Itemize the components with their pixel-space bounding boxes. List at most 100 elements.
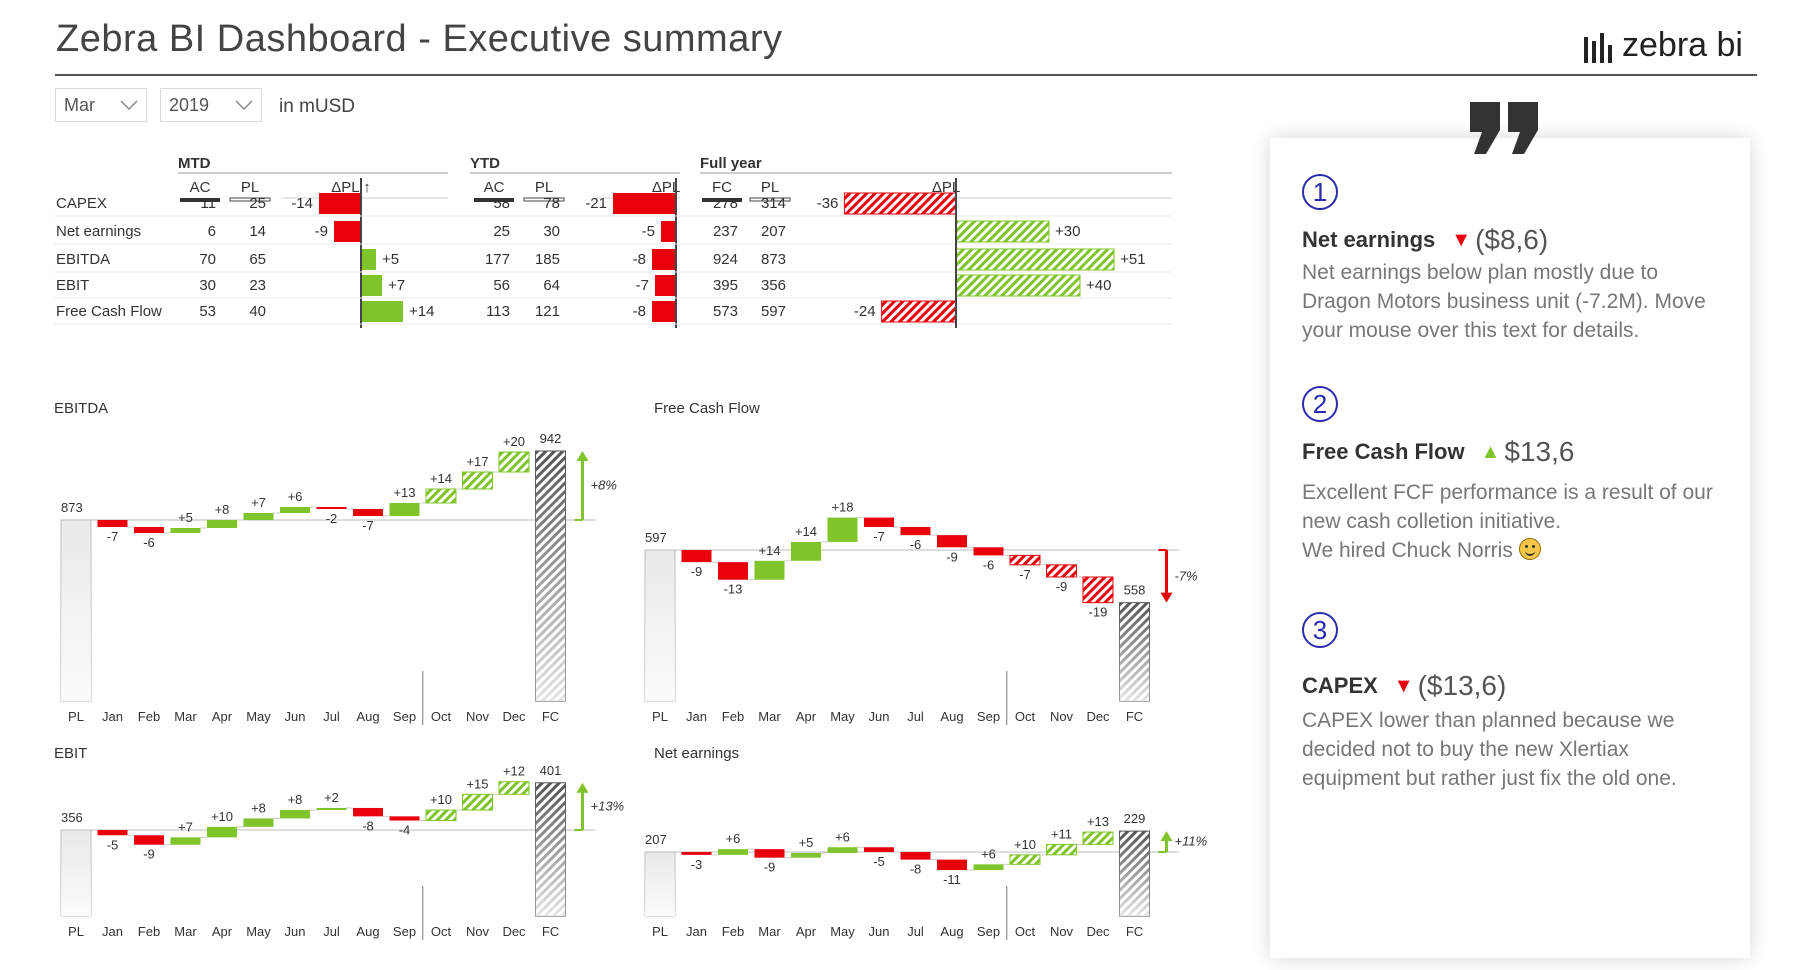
comment-3-number: 3 [1302,612,1338,648]
delta-bar [955,248,1115,271]
waterfall-bar [827,517,858,542]
waterfall-bar [973,547,1004,556]
comment-1-title: Net earnings [1302,227,1436,252]
delta-bar [319,193,361,214]
total-bar-fade [61,830,91,916]
delta-value-label: -7 [873,529,885,544]
category-label: Feb [722,924,744,939]
delta-bar [361,249,376,270]
delta-label: +51 [1120,251,1145,268]
category-label: Dec [1086,924,1110,939]
delta-value-label: +8 [215,502,230,517]
delta-value-label: +12 [503,764,525,779]
column-header: AC [484,179,505,196]
comment-2-header: Free Cash Flow ▲ $13,6 [1302,436,1574,468]
category-label: Sep [393,924,416,939]
logo-bars-icon [1584,29,1612,63]
category-label: Aug [356,924,379,939]
column-header-marker [523,197,565,202]
free-cash-flow-chart: Free Cash Flow 597 -9 -13 +14 +14 +18 -7 -6 -9 -6 -… [644,400,1198,725]
year-dropdown[interactable]: 2019 [160,88,262,122]
delta-label: -9 [315,223,328,240]
category-label: Jan [686,924,707,939]
delta-value-label: +11 [1051,826,1072,841]
category-label: Jun [869,924,890,939]
waterfall-bar [170,837,201,845]
delta-value-label: +2 [324,790,339,805]
category-label: Nov [466,924,490,939]
category-label: Jul [907,924,924,939]
waterfall-bar [1082,576,1114,604]
total-bar-fade [61,520,91,701]
category-label: Oct [1015,924,1036,939]
total-bar-fade [535,451,566,701]
column-header: PL [761,179,779,196]
chevron-down-icon [235,100,253,111]
smiley-emoji-icon [1518,538,1541,560]
row-label: EBITDA [56,251,110,268]
waterfall-bar [864,847,894,852]
category-label: Mar [758,924,781,939]
category-label: Nov [1050,924,1074,939]
cell-ac: 70 [199,251,216,268]
delta-value-label: +7 [178,819,193,834]
category-label: Jun [285,709,306,724]
delta-label: -8 [633,251,646,268]
column-header: AC [190,179,211,196]
month-dropdown[interactable]: Mar [55,88,147,122]
logo-text: zebra bi [1622,26,1743,64]
comment-3-value: ($13,6) [1417,670,1507,701]
delta-label: -5 [642,223,655,240]
delta-bar [955,220,1050,243]
waterfall-bar [389,503,420,516]
cell-ac: 58 [493,195,510,212]
total-bar-fade [1119,602,1150,701]
end-value-label: 229 [1124,811,1146,826]
delta-value-label: +13 [1087,814,1109,829]
total-bar-fade [1119,831,1150,916]
cell-pl: 356 [761,277,786,294]
start-value-label: 356 [61,810,83,825]
delta-bar [843,192,957,215]
cell-pl: 25 [249,195,266,212]
waterfall-bar [791,541,821,561]
delta-value-label: +14 [795,524,817,539]
delta-value-label: +13 [393,485,415,500]
category-label: PL [652,709,668,724]
cell-fc: 573 [713,303,738,320]
cell-pl: 40 [249,303,266,320]
comment-1-value: ($8,6) [1475,224,1549,255]
delta-value-label: +15 [466,776,488,791]
column-header: FC [712,179,732,196]
year-dropdown-value: 2019 [169,94,210,115]
delta-value-label: +6 [726,831,741,846]
group-title: MTD [178,155,211,172]
delta-value-label: -2 [326,511,338,526]
cell-ac: 177 [485,251,510,268]
delta-value-label: -3 [691,857,703,872]
delta-label: +14 [409,303,434,320]
comment-1-text[interactable]: Net earnings below plan mostly due to Dr… [1302,261,1706,342]
column-header-marker [229,197,271,202]
cell-ac: 53 [199,303,216,320]
cell-ac: 113 [486,303,510,320]
triangle-down-icon: ▼ [1393,674,1414,697]
waterfall-bar [498,451,530,473]
delta-value-label: -5 [873,854,885,869]
cell-pl: 873 [761,251,786,268]
delta-value-label: +6 [981,846,996,861]
waterfall-bar [864,517,894,528]
delta-value-label: +5 [178,510,193,525]
end-value-label: 942 [540,431,562,446]
cell-pl: 207 [761,223,786,240]
cell-pl: 23 [249,277,266,294]
variance-percent-label: -7% [1175,568,1198,583]
waterfall-bar [900,527,931,536]
chart-title: Free Cash Flow [654,400,760,417]
comment-3-text: CAPEX lower than planned because we deci… [1302,709,1677,790]
total-bar-fade [535,782,566,916]
delta-bar [652,249,676,270]
chart-title: EBIT [54,745,87,762]
commentary-panel [1270,138,1750,958]
category-label: Nov [466,709,490,724]
